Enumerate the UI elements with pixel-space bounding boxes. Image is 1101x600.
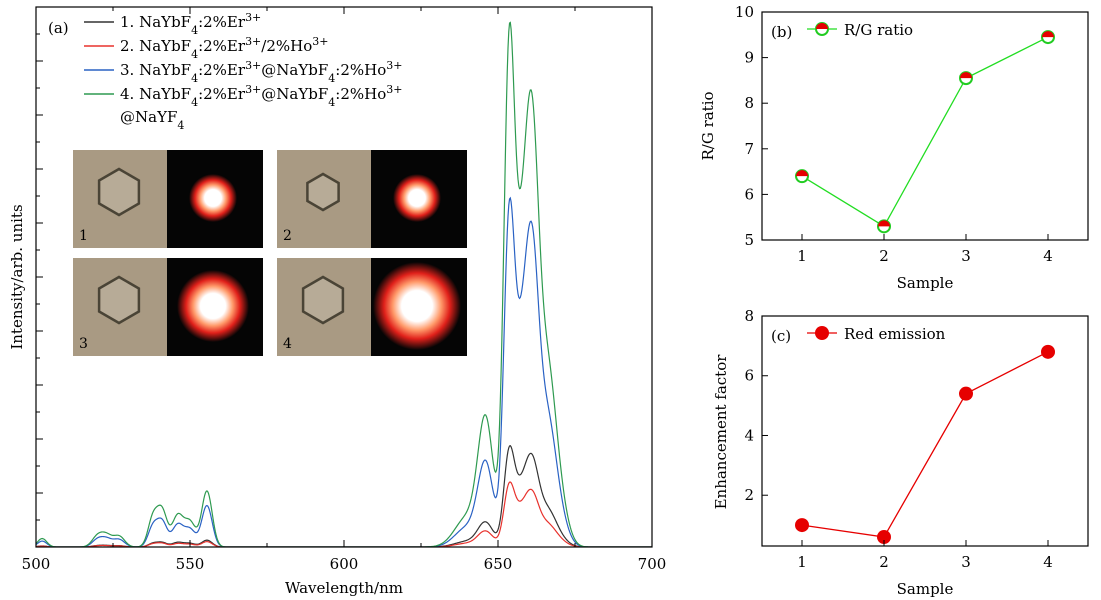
hexagonal-particle — [97, 167, 141, 217]
x-axis-title-c: Sample — [897, 580, 954, 598]
y-tick-label: 6 — [744, 185, 754, 203]
x-tick-label: 1 — [797, 247, 807, 265]
y-tick-label: 9 — [744, 49, 754, 67]
legend-marker — [815, 22, 829, 36]
inset-2: 2 — [277, 150, 467, 248]
inset-3: 3 — [73, 258, 263, 356]
legend-label: Red emission — [844, 325, 946, 343]
axis-ticks-c: 1 2 3 4 2 4 6 8 — [744, 307, 1052, 571]
legend-label-a: 4. NaYbF4:2%Er3+@NaYbF4:2%Ho3+ — [120, 83, 402, 109]
panel-label-a: (a) — [48, 19, 69, 37]
data-point — [877, 219, 891, 234]
emission-glow — [177, 270, 249, 342]
x-tick-label-a: 600 — [330, 555, 359, 573]
spectrum-line-2 — [36, 481, 652, 547]
data-point — [959, 386, 973, 401]
x-axis-title-b: Sample — [897, 274, 954, 292]
data-point — [959, 71, 973, 86]
rg-ratio-series — [795, 30, 1055, 234]
data-point — [795, 518, 809, 533]
x-tick-label: 1 — [797, 553, 807, 571]
panel-label-b: (b) — [771, 23, 792, 41]
x-tick-label: 3 — [961, 247, 971, 265]
y-axis-title-a: Intensity/arb. units — [8, 204, 26, 349]
x-tick-label: 4 — [1043, 553, 1053, 571]
x-tick-label: 4 — [1043, 247, 1053, 265]
panel-c-enhancement: 1 2 3 4 2 4 6 8 (c) Sample Enhancement factor R… — [712, 307, 1089, 598]
y-axis-title-b: R/G ratio — [699, 91, 717, 160]
y-tick-label: 10 — [735, 3, 754, 21]
spectrum-line-3 — [36, 196, 652, 547]
legend-label-a: 1. NaYbF4:2%Er3+ — [120, 11, 261, 37]
data-point — [1041, 344, 1055, 359]
series-line — [801, 351, 1049, 538]
series-line — [801, 36, 1049, 228]
data-point — [795, 169, 809, 184]
x-tick-label-a: 650 — [484, 555, 513, 573]
plot-frame-c — [761, 315, 1089, 547]
x-tick-label-a: 550 — [176, 555, 205, 573]
x-tick-label-a: 700 — [638, 555, 667, 573]
panel-a-emission-spectra: 1 2 3 4 500 550 600 650 700 (a) Wavelength/nm I… — [8, 6, 667, 597]
panel-b-rg-ratio: 1 2 3 4 5 6 7 8 9 10 (b) Sample R/G ratio R/G rat… — [699, 3, 1089, 292]
inset-number: 2 — [283, 228, 292, 244]
inset-number: 4 — [283, 336, 292, 352]
inset-number: 1 — [79, 228, 88, 244]
panel-label-c: (c) — [771, 327, 791, 345]
emission-glow — [189, 174, 237, 222]
legend-label-a: 2. NaYbF4:2%Er3+/2%Ho3+ — [120, 35, 328, 61]
x-tick-label: 3 — [961, 553, 971, 571]
x-tick-label-a: 500 — [22, 555, 51, 573]
y-axis-ticks-a — [36, 6, 43, 548]
inset-number: 3 — [79, 336, 88, 352]
hexagonal-particle — [306, 172, 340, 212]
y-axis-title-c: Enhancement factor — [712, 354, 730, 510]
x-tick-label: 2 — [879, 247, 889, 265]
data-point — [877, 530, 891, 545]
legend-a: 1. NaYbF4:2%Er3+2. NaYbF4:2%Er3+/2%Ho3+3… — [84, 11, 402, 132]
legend-label-a: 3. NaYbF4:2%Er3+@NaYbF4:2%Ho3+ — [120, 59, 402, 85]
data-point — [1041, 30, 1055, 45]
legend-label-a-line2: @NaYF4 — [120, 108, 184, 132]
hexagonal-particle — [97, 275, 141, 325]
x-axis-ticks-a: 500 550 600 650 700 — [22, 7, 667, 573]
emission-glow — [393, 174, 441, 222]
x-axis-title-a: Wavelength/nm — [285, 579, 403, 597]
inset-1: 1 — [73, 150, 263, 248]
legend-b: R/G ratio — [807, 21, 913, 39]
y-tick-label: 7 — [744, 140, 754, 158]
x-tick-label: 2 — [879, 553, 889, 571]
hexagonal-particle — [301, 275, 345, 325]
y-tick-label: 6 — [744, 367, 754, 385]
inset-micrographs: 1 2 3 4 — [73, 150, 467, 356]
y-tick-label: 8 — [744, 307, 754, 325]
y-tick-label: 8 — [744, 94, 754, 112]
y-tick-label: 2 — [744, 486, 754, 504]
red-emission-series — [795, 344, 1055, 545]
legend-marker — [815, 326, 829, 340]
emission-glow — [373, 262, 461, 350]
plot-frame-b — [761, 11, 1089, 241]
y-tick-label: 4 — [744, 426, 754, 444]
y-tick-label: 5 — [744, 231, 754, 249]
legend-c: Red emission — [807, 325, 946, 343]
legend-label: R/G ratio — [844, 21, 913, 39]
axis-ticks-b: 1 2 3 4 5 6 7 8 9 10 — [735, 3, 1053, 265]
inset-4: 4 — [277, 258, 467, 356]
